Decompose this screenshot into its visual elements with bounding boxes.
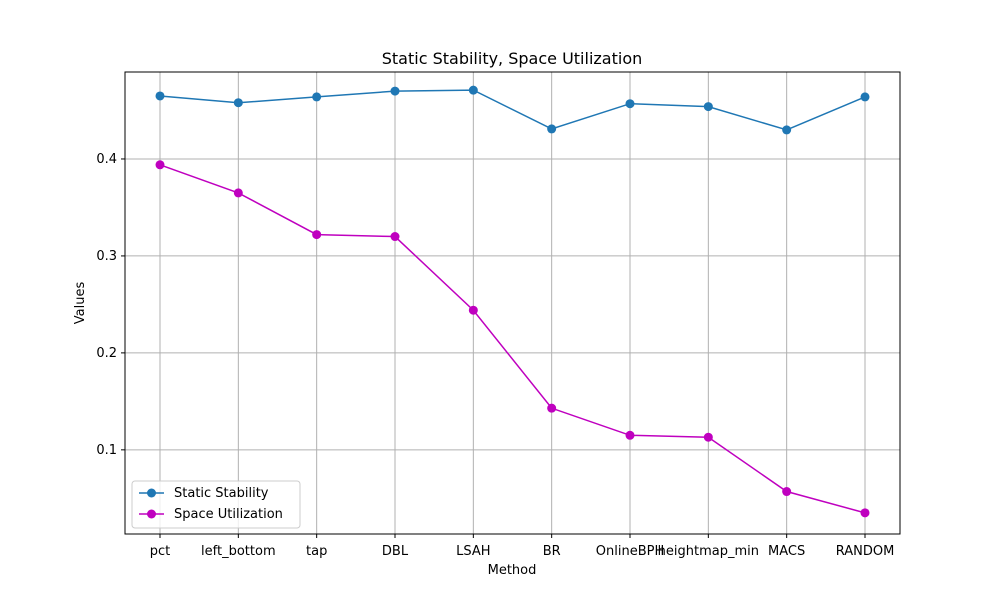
- x-axis-label: Method: [488, 563, 537, 578]
- data-point-static-stability: [390, 86, 400, 96]
- x-tick-label: heightmap_min: [658, 544, 759, 559]
- data-point-space-utilization: [703, 432, 713, 442]
- tick-layer: pct left_bottom tap DBL LSAH BR OnlineBPHheigh…: [96, 152, 894, 559]
- data-point-static-stability: [547, 124, 557, 134]
- data-point-static-stability: [782, 125, 792, 135]
- legend-label-static-stability: Static Stability: [174, 486, 269, 501]
- data-point-space-utilization: [390, 232, 400, 242]
- legend-label-space-utilization: Space Utilization: [174, 507, 283, 522]
- series-line-space-utilization: [159, 164, 866, 514]
- data-point-static-stability: [625, 99, 635, 109]
- legend-marker-space-utilization: [147, 509, 156, 519]
- data-point-space-utilization: [312, 230, 322, 240]
- data-point-static-stability: [860, 92, 870, 102]
- legend-box: [131, 480, 301, 529]
- x-tick-label: pct: [150, 544, 171, 559]
- data-point-static-stability: [155, 91, 165, 101]
- data-point-space-utilization: [782, 487, 792, 497]
- x-tick-label: DBL: [382, 544, 409, 559]
- data-point-space-utilization: [155, 160, 165, 170]
- legend: Static Stability Space Utilization: [131, 480, 301, 529]
- x-tick-label: OnlineBPH: [596, 544, 664, 559]
- y-tick-label: 0.4: [96, 152, 117, 167]
- series-line-static-stability: [159, 89, 866, 131]
- data-point-space-utilization: [468, 305, 478, 315]
- series-layer: [155, 85, 870, 518]
- data-point-static-stability: [312, 92, 322, 102]
- y-tick-label: 0.1: [96, 443, 117, 458]
- x-tick-label: left_bottom: [201, 544, 276, 559]
- y-tick-label: 0.2: [96, 346, 117, 361]
- y-axis-label: Values: [73, 282, 88, 325]
- x-tick-label: LSAH: [456, 544, 490, 559]
- data-point-space-utilization: [547, 403, 557, 413]
- x-tick-label: BR: [543, 544, 561, 559]
- x-tick-label: RANDOM: [836, 544, 895, 559]
- data-point-space-utilization: [860, 508, 870, 518]
- chart-title: Static Stability, Space Utilization: [382, 49, 643, 68]
- data-point-space-utilization: [625, 430, 635, 440]
- x-tick-label: MACS: [768, 544, 805, 559]
- x-tick-label: tap: [306, 544, 327, 559]
- data-point-space-utilization: [233, 188, 243, 198]
- data-point-static-stability: [703, 102, 713, 112]
- data-point-static-stability: [468, 85, 478, 95]
- plot-frame: [124, 71, 901, 535]
- data-point-static-stability: [233, 98, 243, 108]
- grid-layer: [125, 72, 900, 534]
- y-tick-label: 0.3: [96, 249, 117, 264]
- legend-marker-static-stability: [147, 488, 156, 498]
